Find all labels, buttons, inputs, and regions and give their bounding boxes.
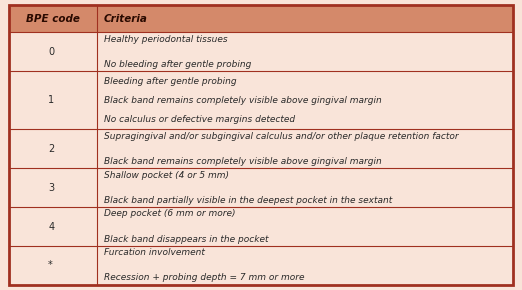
Text: Criteria: Criteria: [104, 14, 148, 24]
Bar: [9, 5, 513, 32]
Bar: [9, 32, 513, 71]
Text: Black band partially visible in the deepest pocket in the sextant: Black band partially visible in the deep…: [104, 196, 392, 205]
Text: 1: 1: [48, 95, 54, 105]
Text: No calculus or defective margins detected: No calculus or defective margins detecte…: [104, 115, 295, 124]
Bar: [9, 246, 513, 285]
Text: Shallow pocket (4 or 5 mm): Shallow pocket (4 or 5 mm): [104, 171, 229, 180]
Text: Healthy periodontal tissues: Healthy periodontal tissues: [104, 35, 228, 44]
Text: BPE code: BPE code: [27, 14, 80, 24]
Text: Recession + probing depth = 7 mm or more: Recession + probing depth = 7 mm or more: [104, 273, 304, 282]
Text: Deep pocket (6 mm or more): Deep pocket (6 mm or more): [104, 209, 235, 218]
Text: Black band disappears in the pocket: Black band disappears in the pocket: [104, 235, 268, 244]
Text: 2: 2: [48, 144, 54, 154]
Text: *: *: [48, 260, 53, 270]
Bar: [9, 71, 513, 129]
Text: Furcation involvement: Furcation involvement: [104, 248, 205, 257]
Text: Supragingival and/or subgingival calculus and/or other plaque retention factor: Supragingival and/or subgingival calculu…: [104, 132, 458, 141]
Bar: [9, 207, 513, 246]
Text: Bleeding after gentle probing: Bleeding after gentle probing: [104, 77, 236, 86]
Text: No bleeding after gentle probing: No bleeding after gentle probing: [104, 60, 251, 69]
Text: 0: 0: [48, 47, 54, 57]
Text: 3: 3: [48, 183, 54, 193]
Bar: [9, 168, 513, 207]
Text: Black band remains completely visible above gingival margin: Black band remains completely visible ab…: [104, 157, 382, 166]
Bar: [9, 129, 513, 168]
Text: 4: 4: [48, 222, 54, 231]
Text: Black band remains completely visible above gingival margin: Black band remains completely visible ab…: [104, 96, 382, 105]
